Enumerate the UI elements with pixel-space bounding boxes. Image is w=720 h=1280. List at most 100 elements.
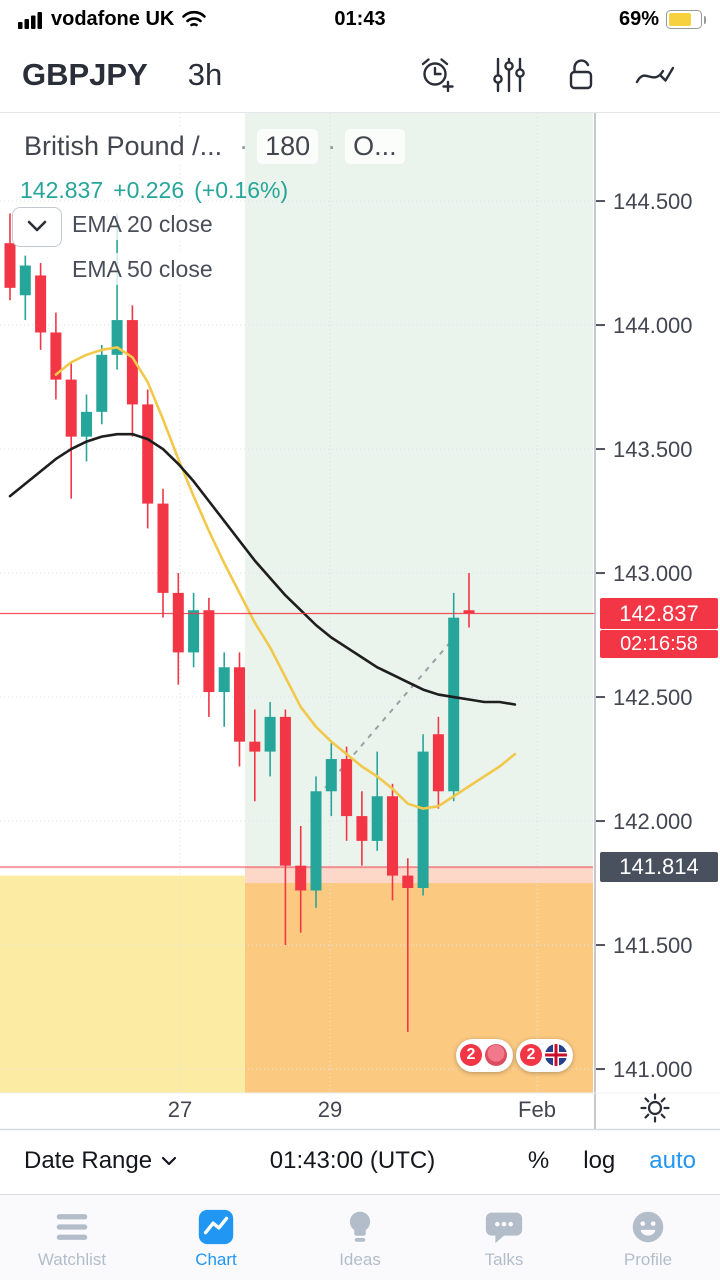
symbol-button[interactable]: GBPJPY: [22, 56, 148, 92]
candle-body: [19, 265, 31, 296]
separator-dot: ·: [327, 130, 337, 161]
candle-body: [417, 751, 429, 888]
battery-icon: [666, 10, 706, 30]
badge-count: 2: [520, 1044, 542, 1067]
candle-body: [432, 733, 444, 792]
candle-body: [463, 609, 475, 614]
candle-body: [142, 404, 154, 504]
current-price-label: 142.837: [600, 598, 718, 630]
legend-collapse-button[interactable]: [12, 206, 62, 247]
legend-ema50[interactable]: EMA 50 close: [66, 252, 219, 285]
bottom-toolbar: Date Range 01:43:00 (UTC) % log auto: [0, 1128, 720, 1195]
bar-countdown-label: 02:16:58: [600, 630, 718, 659]
ema50-legend-label: EMA 50 close: [66, 252, 219, 285]
tab-profile[interactable]: Profile: [576, 1195, 720, 1280]
candle-body: [157, 503, 169, 593]
price-tick-label: 144.500: [613, 189, 693, 214]
price-change-pct: (+0.16%): [194, 176, 289, 203]
candle-body: [264, 716, 276, 752]
wifi-icon: [182, 11, 207, 27]
candle-body: [203, 609, 215, 692]
price-change: +0.226: [113, 176, 185, 203]
legend-ema20[interactable]: EMA 20 close: [66, 207, 219, 240]
alert-level-label: 141.814: [600, 851, 718, 882]
candle-body: [126, 319, 138, 405]
chart-header: GBPJPY 3h: [0, 38, 720, 112]
time-tick-label: Feb: [518, 1097, 556, 1122]
theme-sun-icon[interactable]: [640, 1093, 670, 1128]
log-scale-button[interactable]: log: [583, 1147, 616, 1175]
interval-button[interactable]: 3h: [187, 56, 223, 92]
badge-count: 2: [460, 1044, 482, 1067]
price-tick-label: 143.500: [613, 437, 693, 462]
symbol-title[interactable]: British Pound /...: [16, 128, 231, 164]
speech-bubble-icon: [485, 1212, 523, 1243]
candle-body: [188, 609, 200, 653]
tab-watchlist[interactable]: Watchlist: [0, 1195, 144, 1280]
interval-chip[interactable]: 180: [257, 128, 319, 164]
price-tick-label: 143.000: [613, 561, 693, 586]
price-tick-label: 142.500: [613, 685, 693, 710]
candle-body: [234, 667, 245, 742]
chart-area[interactable]: 144.500 144.000 143.500 143.000 142.500 142.0…: [0, 111, 720, 1131]
candle-body: [295, 865, 307, 891]
indicators-icon[interactable]: [488, 54, 530, 96]
ohlc-chip[interactable]: O...: [345, 128, 405, 164]
ema50-line: [8, 432, 517, 706]
utc-clock[interactable]: 01:43:00 (UTC): [269, 1147, 436, 1175]
ema20-line: [54, 345, 517, 810]
news-badge-rose[interactable]: 2: [456, 1038, 513, 1072]
auto-scale-button[interactable]: auto: [649, 1147, 696, 1175]
lightbulb-icon: [349, 1211, 371, 1242]
watchlist-icon: [56, 1213, 88, 1240]
last-price-row: 142.837 +0.226 (+0.16%): [20, 177, 288, 204]
tab-chart[interactable]: Chart: [144, 1195, 288, 1280]
candle-body: [218, 667, 230, 692]
candlestick-chart[interactable]: 144.500 144.000 143.500 143.000 142.500 142.0…: [0, 112, 720, 1131]
tab-talks[interactable]: Talks: [432, 1195, 576, 1280]
ema20-legend-label: EMA 20 close: [66, 207, 219, 240]
tab-label: Profile: [623, 1249, 673, 1269]
candle-body: [325, 758, 337, 792]
chart-title-row: British Pound /... · 180 · O...: [16, 128, 405, 164]
time-tick-label: 29: [318, 1097, 342, 1122]
carrier-label: vodafone UK: [51, 8, 175, 31]
tab-label: Chart: [195, 1249, 237, 1269]
status-bar: vodafone UK 01:43 69%: [0, 0, 720, 38]
candle-body: [81, 411, 92, 437]
news-badge-uk[interactable]: 2: [516, 1038, 573, 1072]
candle-body: [65, 379, 77, 437]
alert-add-icon[interactable]: [416, 54, 458, 96]
candle-body: [356, 815, 368, 841]
price-tick-label: 141.000: [613, 1057, 693, 1082]
price-tick-label: 142.000: [613, 809, 693, 834]
candle-body: [35, 275, 47, 333]
candle-body: [371, 795, 383, 841]
smiley-icon: [632, 1211, 664, 1242]
tab-label: Talks: [484, 1249, 524, 1269]
rose-flag-icon: [485, 1044, 507, 1067]
lock-icon[interactable]: [560, 54, 602, 96]
tab-label: Ideas: [339, 1249, 381, 1269]
date-range-button[interactable]: Date Range: [24, 1147, 177, 1175]
chevron-down-icon: [161, 1157, 177, 1166]
separator-dot: ·: [239, 130, 249, 161]
price-tick-label: 144.000: [613, 313, 693, 338]
uk-flag-icon: [545, 1044, 567, 1067]
candle-body: [172, 592, 184, 653]
candle-body: [310, 791, 322, 891]
last-price-value: 142.837: [20, 176, 104, 203]
status-time: 01:43: [334, 8, 386, 31]
candle-body: [96, 354, 108, 412]
trend-line: [317, 641, 451, 797]
draw-icon[interactable]: [632, 54, 676, 96]
candle-body: [249, 741, 261, 752]
chart-icon: [198, 1209, 234, 1244]
candle-body: [50, 332, 62, 380]
tab-bar: Watchlist Chart Ideas Talks: [0, 1194, 720, 1280]
percent-scale-button[interactable]: %: [527, 1147, 550, 1175]
candle-body: [448, 617, 460, 792]
candle-body: [279, 716, 291, 866]
tab-ideas[interactable]: Ideas: [288, 1195, 432, 1280]
